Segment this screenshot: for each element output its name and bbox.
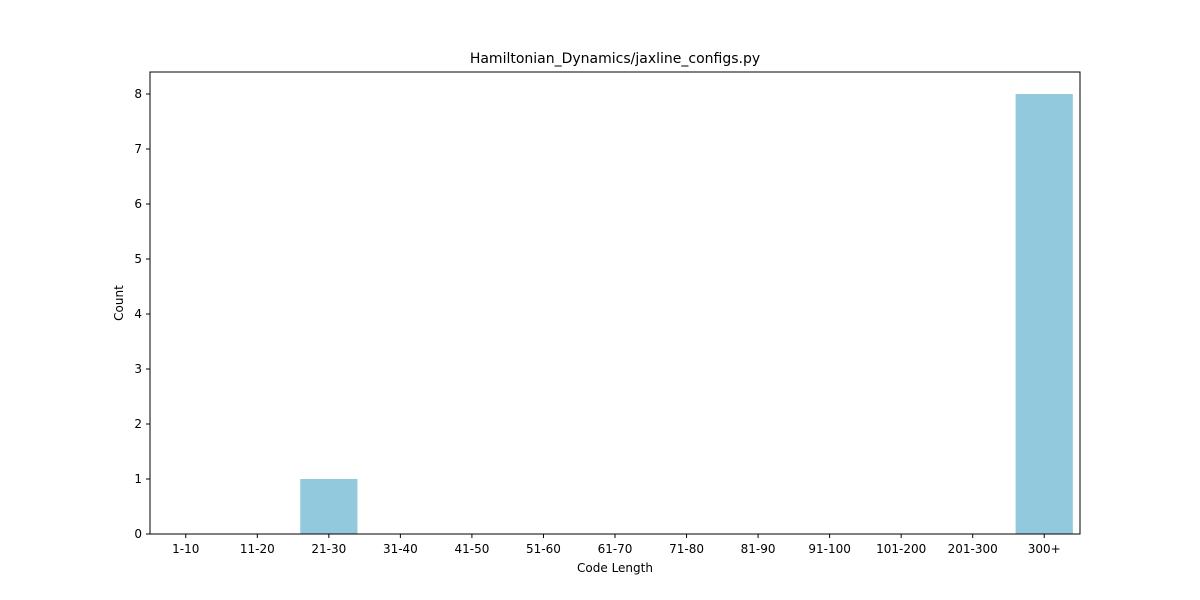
y-tick-label: 8	[134, 87, 142, 101]
x-tick-label: 21-30	[311, 542, 346, 556]
chart-title: Hamiltonian_Dynamics/jaxline_configs.py	[470, 51, 760, 67]
x-axis-label: Code Length	[577, 561, 653, 575]
y-tick-label: 2	[134, 417, 142, 431]
x-tick-label: 11-20	[240, 542, 275, 556]
x-tick-label: 300+	[1028, 542, 1061, 556]
x-tick-label: 81-90	[741, 542, 776, 556]
x-tick-label: 201-300	[948, 542, 998, 556]
y-tick-label: 4	[134, 307, 142, 321]
x-tick-label: 41-50	[454, 542, 489, 556]
x-tick-label: 61-70	[598, 542, 633, 556]
y-tick-label: 3	[134, 362, 142, 376]
x-tick-label: 51-60	[526, 542, 561, 556]
x-tick-label: 91-100	[808, 542, 851, 556]
y-axis-label: Count	[112, 285, 126, 321]
x-axis-ticks: 1-10 11-20 21-30 31-40 41-50 51-60 61-70 71-80 8…	[172, 534, 1061, 556]
x-tick-label: 31-40	[383, 542, 418, 556]
y-tick-label: 5	[134, 252, 142, 266]
plot-frame	[149, 71, 1081, 535]
y-tick-label: 7	[134, 142, 142, 156]
bars-group	[300, 94, 1073, 534]
x-tick-label: 1-10	[172, 542, 199, 556]
y-tick-label: 6	[134, 197, 142, 211]
x-tick-label: 101-200	[876, 542, 926, 556]
y-tick-label: 1	[134, 472, 142, 486]
x-tick-label: 71-80	[669, 542, 704, 556]
bar-21-30	[300, 479, 358, 534]
y-axis-ticks: 0 1 2 3 4 5 6 7 8	[134, 87, 150, 541]
y-tick-label: 0	[134, 527, 142, 541]
bar-300+	[1015, 94, 1073, 534]
